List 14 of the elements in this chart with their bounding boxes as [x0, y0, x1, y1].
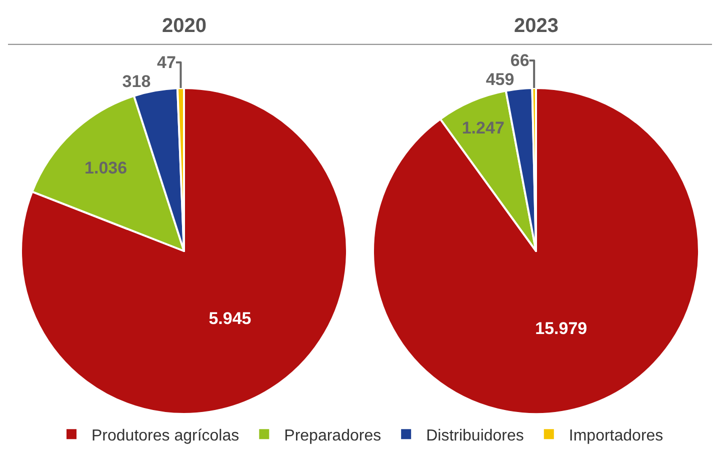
data-label: 66 [510, 50, 530, 70]
data-label: 15.979 [535, 319, 588, 338]
data-label: 5.945 [208, 308, 252, 328]
data-label: 459 [486, 70, 514, 89]
slice-label: 2023 [514, 15, 558, 37]
data-label: 1.247 [462, 118, 504, 138]
slice-label: 2020 [162, 15, 206, 37]
data-label: 47 [157, 52, 176, 72]
legend-label: Distribuidores [426, 427, 524, 444]
data-label: 318 [122, 72, 151, 91]
data-label: 1.036 [84, 158, 128, 178]
legend-label: Produtores agrícolas [92, 427, 240, 444]
legend-label: Preparadores [284, 427, 382, 444]
legend-label: Importadores [568, 427, 664, 444]
